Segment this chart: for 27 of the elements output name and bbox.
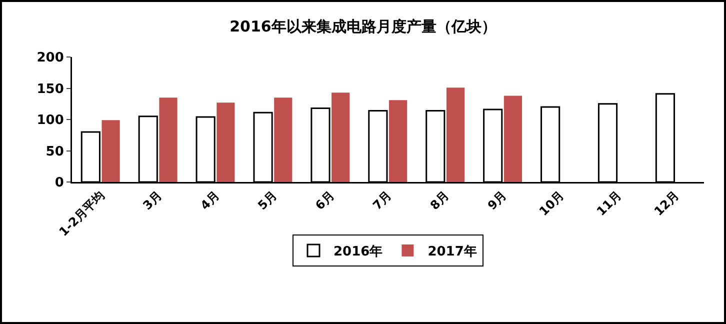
chart-title: 2016年以来集成电路月度产量（亿块） [230, 18, 496, 36]
x-tick-label: 12月 [651, 188, 682, 219]
bar [332, 92, 350, 182]
y-tick-label: 50 [46, 144, 64, 160]
bar [216, 102, 235, 182]
x-tick-label: 1-2月平均 [56, 188, 108, 240]
x-tick-label: 10月 [536, 188, 567, 219]
x-tick-label: 4月 [198, 188, 222, 213]
x-tick-label: 7月 [370, 188, 394, 213]
bar [274, 98, 292, 182]
bar [446, 88, 465, 182]
bar [159, 98, 178, 182]
y-tick-label: 150 [36, 82, 64, 97]
y-tick-label: 100 [36, 113, 64, 128]
y-tick-label: 200 [36, 50, 64, 66]
x-tick-label: 8月 [428, 188, 452, 213]
legend-label: 2016年 [334, 244, 383, 260]
x-tick-label: 5月 [255, 188, 280, 213]
bar [102, 120, 120, 182]
legend-label: 2017年 [428, 244, 477, 260]
x-tick-label: 3月 [140, 188, 165, 213]
x-tick-label: 11月 [594, 188, 624, 219]
x-tick-label: 9月 [484, 188, 510, 213]
bar [504, 96, 522, 182]
y-tick-label: 0 [54, 176, 64, 191]
bar [389, 100, 408, 182]
x-tick-label: 6月 [312, 188, 337, 213]
